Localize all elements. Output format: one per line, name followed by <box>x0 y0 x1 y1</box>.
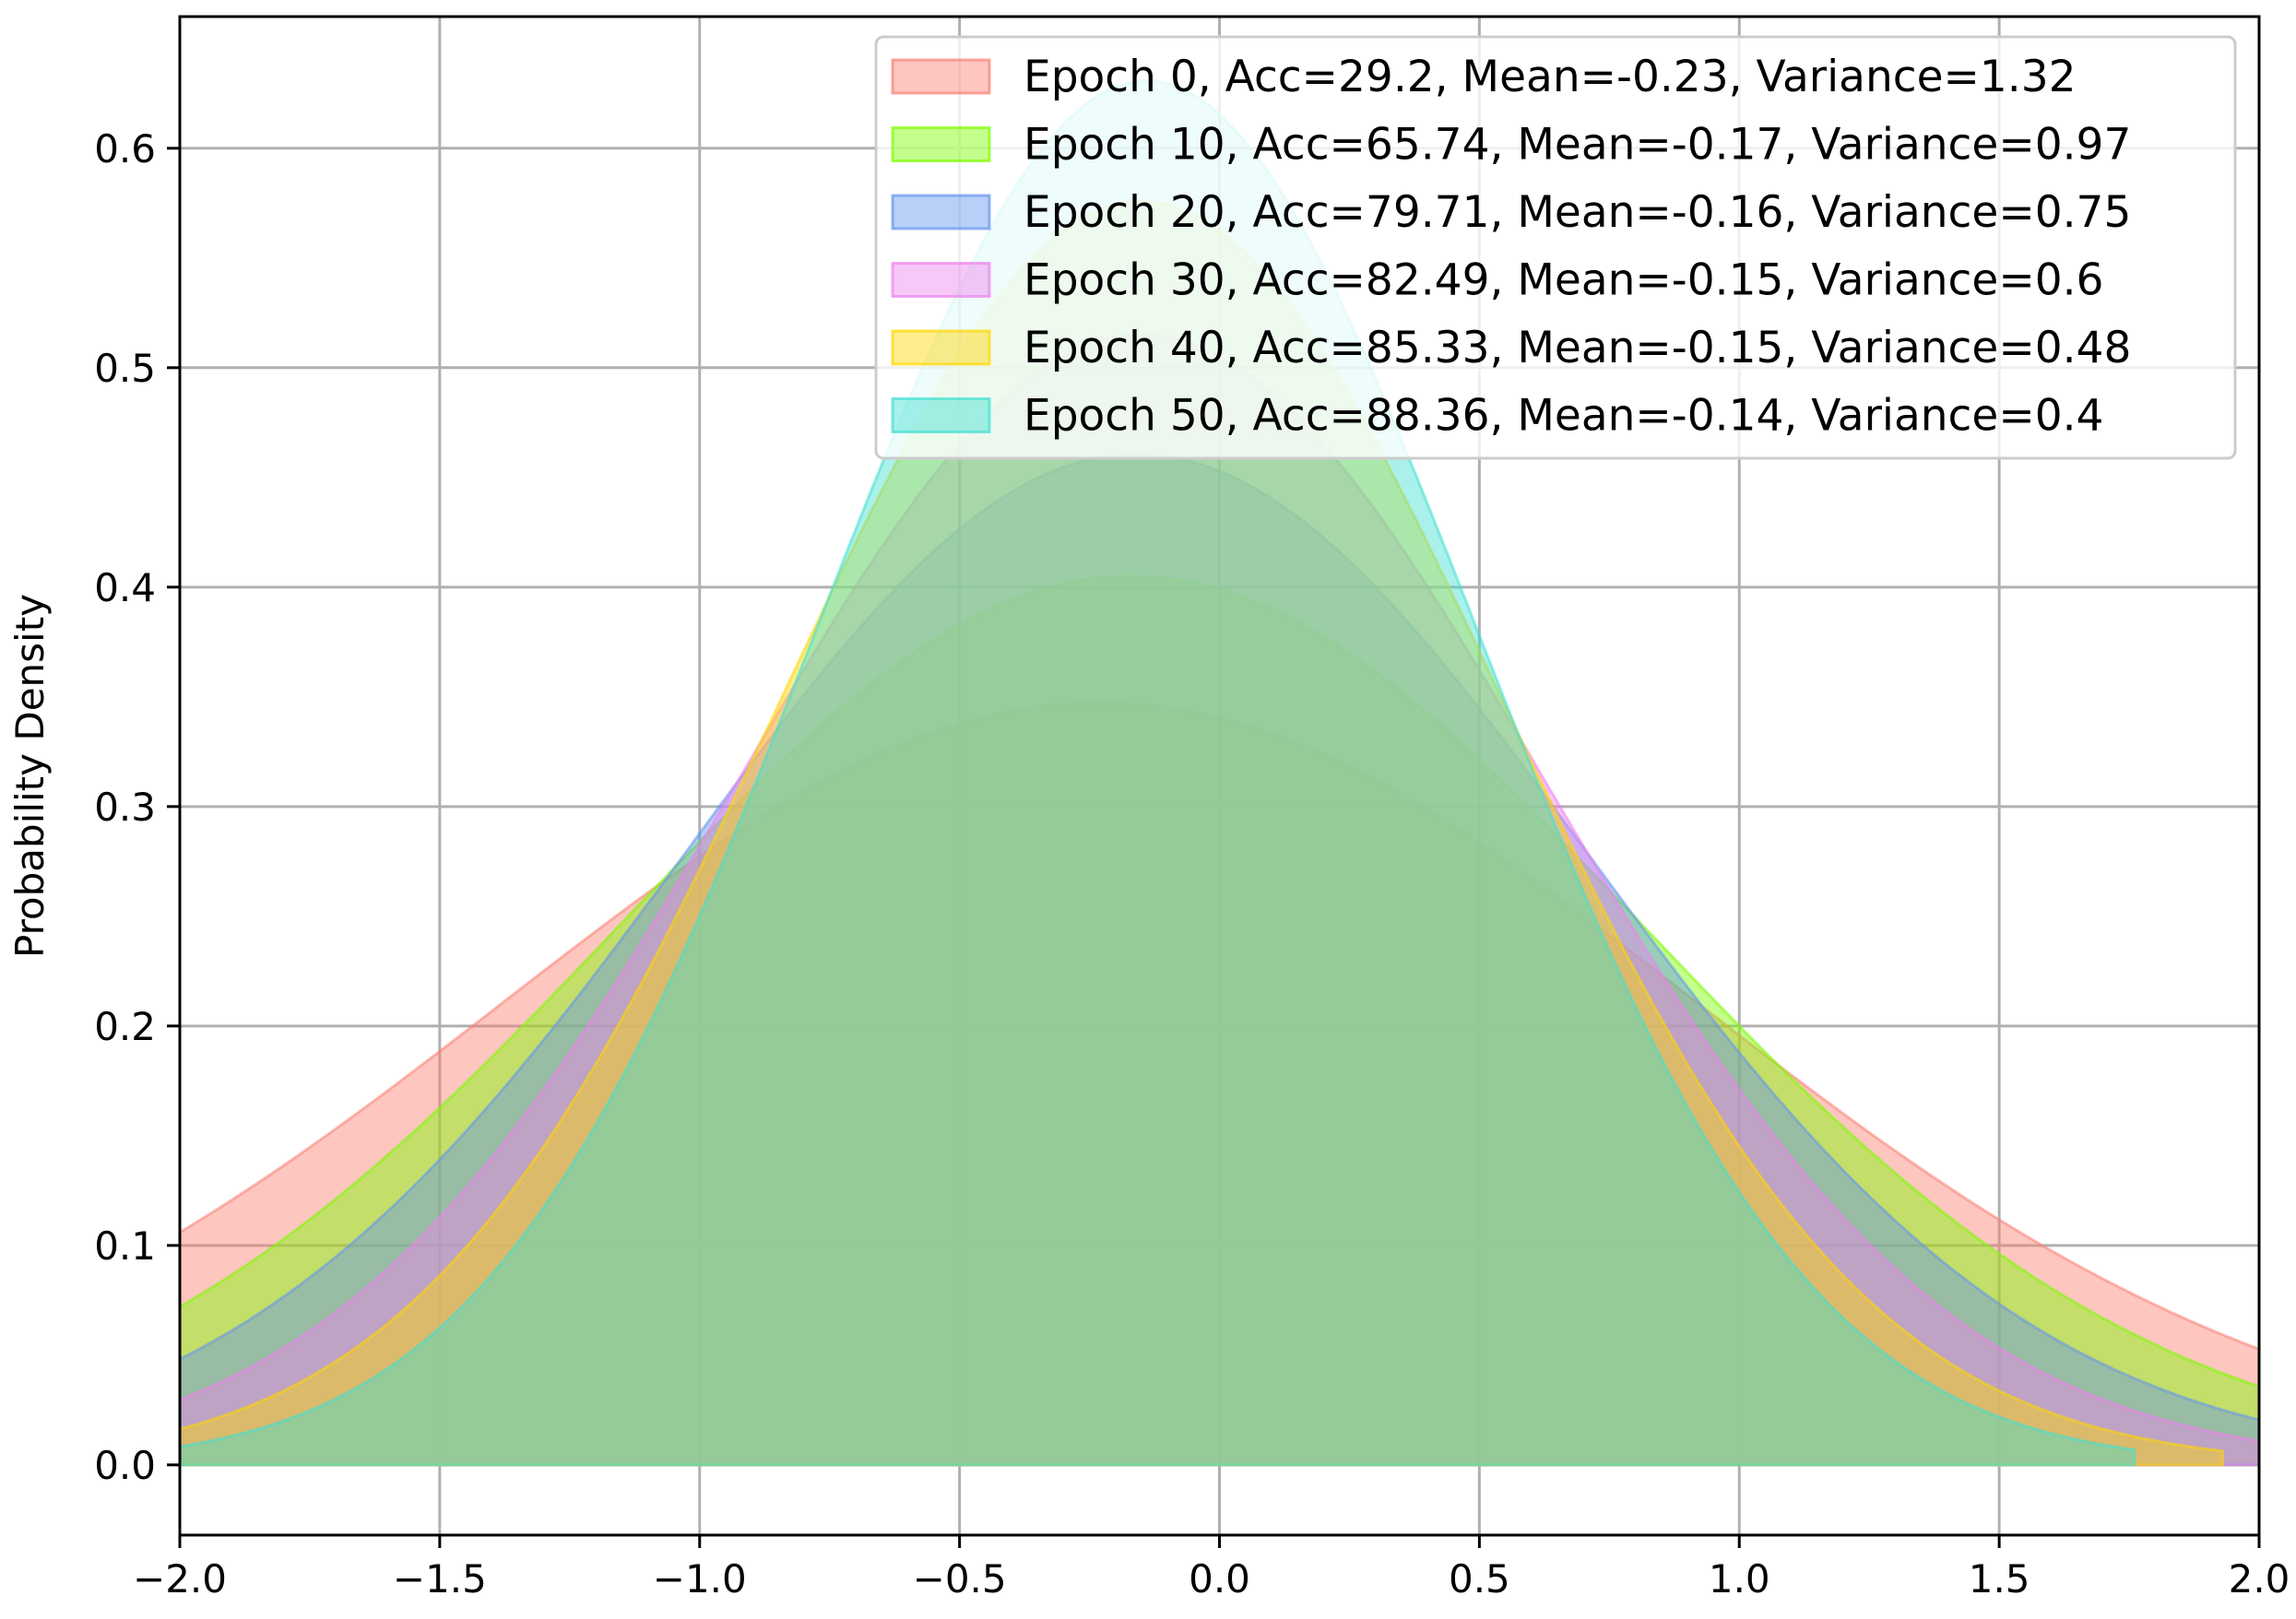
x-tick-label: −1.0 <box>653 1556 747 1601</box>
legend-label: Epoch 40, Acc=85.33, Mean=-0.15, Varianc… <box>1024 323 2131 373</box>
x-tick-label: −0.5 <box>913 1556 1007 1601</box>
x-axis-ticks: −2.0 −1.5 −1.0 −0.5 0.0 0.5 1.0 1.5 2.0 <box>133 1535 2290 1601</box>
legend-swatch <box>891 126 991 162</box>
y-tick-label: 0.4 <box>94 565 156 610</box>
x-tick-label: −1.5 <box>393 1556 487 1601</box>
density-area-series-1 <box>178 574 2261 1467</box>
y-axis-ticks: 0.0 0.1 0.2 0.3 0.4 0.5 0.6 <box>94 126 180 1488</box>
x-tick-label: 1.0 <box>1709 1556 1770 1601</box>
x-tick-label: 1.5 <box>1969 1556 2030 1601</box>
x-tick-label: 2.0 <box>2229 1556 2290 1601</box>
y-tick-label: 0.6 <box>94 126 156 171</box>
legend-label: Epoch 50, Acc=88.36, Mean=-0.14, Varianc… <box>1024 391 2103 442</box>
legend-swatch <box>891 262 991 298</box>
density-area-series-0 <box>178 701 2261 1467</box>
x-tick-label: −2.0 <box>133 1556 227 1601</box>
legend-label: Epoch 10, Acc=65.74, Mean=-0.17, Varianc… <box>1024 120 2131 171</box>
density-areas <box>178 79 2261 1467</box>
legend-swatch <box>891 329 991 366</box>
density-area-series-2 <box>178 453 2261 1467</box>
y-tick-label: 0.0 <box>94 1443 156 1488</box>
legend-label: Epoch 20, Acc=79.71, Mean=-0.16, Varianc… <box>1024 187 2131 238</box>
legend: Epoch 0, Acc=29.2, Mean=-0.23, Variance=… <box>874 35 2237 460</box>
y-tick-label: 0.3 <box>94 785 156 830</box>
x-tick-label: 0.5 <box>1449 1556 1510 1601</box>
y-tick-label: 0.2 <box>94 1004 156 1049</box>
y-tick-label: 0.1 <box>94 1223 156 1269</box>
legend-swatch <box>891 194 991 230</box>
legend-label: Epoch 30, Acc=82.49, Mean=-0.15, Varianc… <box>1024 255 2103 306</box>
y-tick-label: 0.5 <box>94 346 156 391</box>
y-axis-label: Probability Density <box>7 594 53 958</box>
legend-swatch <box>891 397 991 433</box>
legend-swatch <box>891 58 991 95</box>
x-tick-label: 0.0 <box>1189 1556 1250 1601</box>
legend-box <box>874 35 2237 460</box>
legend-label: Epoch 0, Acc=29.2, Mean=-0.23, Variance=… <box>1024 52 2077 102</box>
